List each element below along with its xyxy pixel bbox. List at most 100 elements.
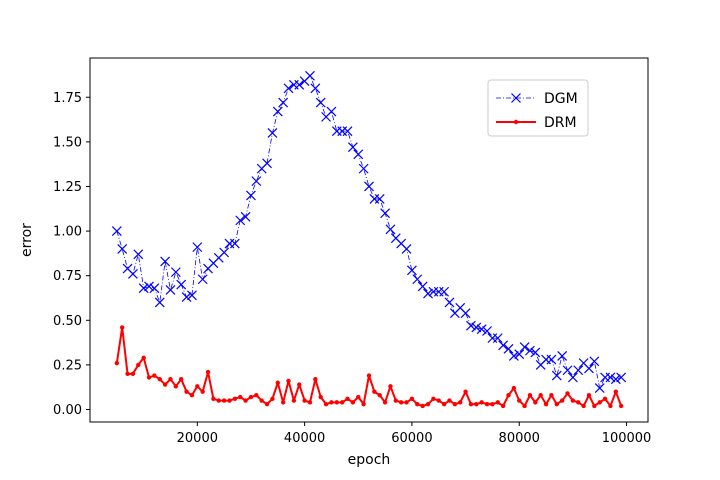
data-point-dgm — [165, 285, 176, 295]
data-point-dgm — [401, 243, 412, 254]
data-point-drm — [162, 382, 168, 387]
data-point-drm — [227, 398, 232, 403]
data-point-dgm — [519, 342, 530, 352]
y-tick-label: 0.50 — [53, 314, 82, 329]
data-point-dgm — [482, 326, 492, 336]
data-point-drm — [608, 403, 613, 409]
data-point-dgm — [144, 281, 154, 292]
x-tick-label: 80000 — [499, 431, 540, 446]
data-point-drm — [125, 371, 130, 377]
data-point-dgm — [315, 97, 326, 108]
data-point-drm — [275, 380, 280, 385]
data-point-drm — [270, 396, 275, 402]
data-point-drm — [441, 401, 447, 407]
data-point-drm — [500, 403, 506, 409]
x-axis-label: epoch — [348, 452, 391, 468]
y-tick-label: 1.50 — [53, 135, 82, 150]
x-tick-label: 60000 — [391, 431, 432, 446]
data-point-dgm — [374, 194, 385, 204]
data-point-dgm — [305, 70, 315, 81]
data-point-drm — [581, 403, 586, 409]
data-point-drm — [136, 362, 141, 368]
data-point-drm — [205, 369, 211, 375]
data-point-dgm — [111, 226, 122, 237]
data-point-drm — [463, 389, 468, 394]
data-point-dgm — [138, 283, 149, 294]
data-point-drm — [339, 400, 345, 405]
data-point-dgm — [278, 97, 289, 108]
data-point-dgm — [229, 238, 240, 249]
data-point-drm — [554, 401, 559, 407]
data-point-drm — [184, 389, 189, 394]
axes-layer: 20000 40000 60000 80000 100000 0.00 0.25 0.50 0.… — [53, 57, 652, 446]
data-point-dgm — [503, 343, 514, 354]
data-point-drm — [157, 376, 162, 382]
data-point-dgm — [187, 290, 197, 301]
data-point-dgm — [294, 79, 305, 90]
data-point-drm — [254, 393, 259, 398]
data-point-dgm — [546, 354, 557, 365]
data-point-drm — [538, 393, 543, 398]
data-point-dgm — [235, 215, 246, 226]
data-point-drm — [221, 398, 227, 403]
data-point-drm — [195, 384, 200, 389]
legend-label-drm: DRM — [544, 115, 577, 131]
data-point-drm — [345, 396, 350, 402]
x-tick-label: 100000 — [602, 431, 652, 446]
data-point-dgm — [160, 256, 171, 267]
data-point-drm — [302, 398, 307, 403]
data-point-drm — [318, 394, 323, 400]
data-point-drm — [522, 403, 527, 409]
data-point-dgm — [353, 149, 364, 160]
data-point-dgm — [610, 374, 621, 385]
data-point-drm — [141, 355, 146, 360]
x-tick-label: 40000 — [284, 431, 325, 446]
data-point-drm — [506, 393, 511, 398]
data-point-drm — [200, 389, 205, 394]
data-point-drm — [447, 398, 452, 403]
data-point-drm — [382, 400, 388, 405]
data-point-dgm — [530, 347, 541, 358]
data-point-drm — [372, 389, 377, 394]
data-point-drm — [377, 393, 382, 398]
data-point-dgm — [342, 126, 353, 137]
data-point-drm — [168, 376, 173, 382]
data-point-drm — [189, 393, 195, 398]
data-point-drm — [286, 378, 291, 384]
data-point-drm — [248, 394, 254, 400]
data-point-dgm — [444, 297, 455, 308]
legend-label-dgm: DGM — [544, 91, 578, 107]
data-point-dgm — [492, 333, 503, 344]
data-point-dgm — [525, 345, 535, 356]
legend: DGM DRM — [487, 79, 589, 137]
y-tick-label: 0.00 — [53, 403, 82, 418]
data-point-drm — [511, 385, 517, 391]
data-point-dgm — [170, 267, 181, 278]
data-point-drm — [490, 401, 495, 407]
data-point-dgm — [267, 128, 278, 138]
data-point-drm — [517, 398, 522, 403]
data-point-drm — [393, 398, 399, 403]
data-point-drm — [280, 400, 286, 405]
data-point-drm — [259, 398, 264, 403]
data-point-drm — [291, 398, 297, 403]
series-drm — [114, 325, 624, 409]
data-point-drm — [313, 376, 318, 382]
data-point-drm — [586, 393, 592, 398]
data-point-drm — [436, 398, 441, 403]
data-point-dgm — [154, 297, 165, 308]
data-point-dgm — [283, 83, 294, 94]
data-point-drm — [420, 403, 425, 409]
data-point-dgm — [594, 383, 605, 394]
data-point-drm — [146, 375, 152, 380]
y-axis-label: error — [19, 223, 35, 257]
y-tick-label: 0.75 — [53, 269, 82, 284]
data-point-dgm — [567, 372, 578, 383]
data-point-drm — [565, 391, 570, 396]
data-point-drm — [533, 400, 538, 405]
data-point-drm — [350, 400, 356, 405]
data-point-drm — [415, 401, 420, 407]
data-point-drm — [543, 401, 549, 407]
data-point-drm — [425, 401, 431, 407]
data-point-drm — [361, 401, 366, 407]
